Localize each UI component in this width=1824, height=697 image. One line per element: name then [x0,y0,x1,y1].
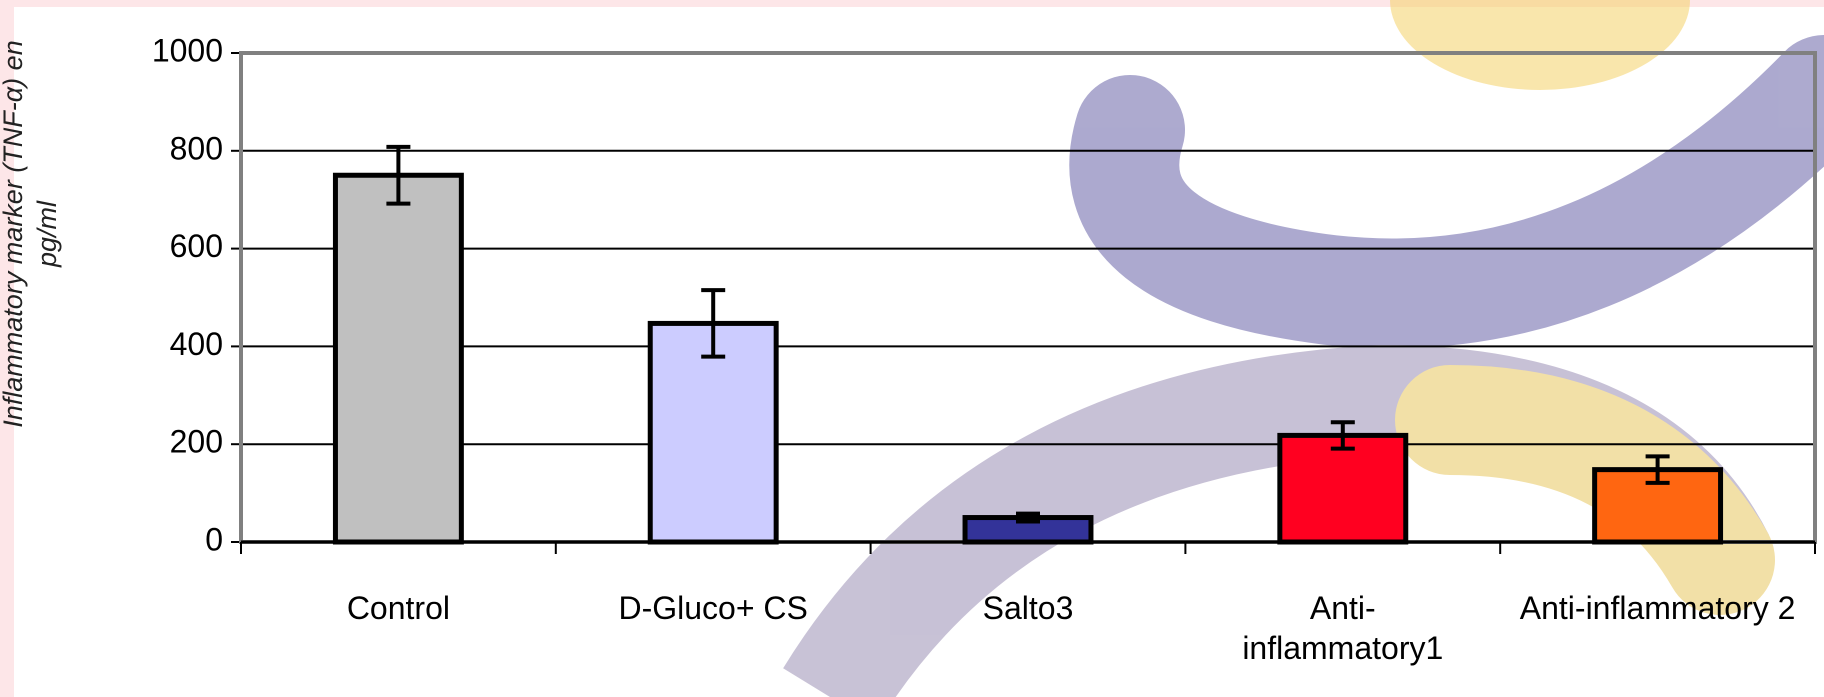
decoration [783,0,1824,697]
bar [332,172,464,545]
y-axis-label: Inflammatory marker (TNF-α) en pg/ml [0,40,62,428]
x-tick-label: Anti-inflammatory1 [1242,590,1444,666]
x-tick-label: Anti-inflammatory 2 [1519,590,1796,626]
y-tick-label: 600 [170,228,223,264]
yellow-shape [1390,0,1690,90]
y-tick-label: 0 [205,521,223,557]
y-tick-label: 1000 [152,32,223,68]
x-tick-label: D-Gluco+ CS [618,590,808,626]
bar [1277,432,1409,545]
y-tick-label: 200 [170,424,223,460]
x-tick-label: Salto3 [982,590,1074,626]
bar [647,320,779,545]
y-tick-label: 400 [170,326,223,362]
purple-arc [1069,35,1824,349]
y-tick-label: 800 [170,130,223,166]
x-tick-label: Control [346,590,450,626]
